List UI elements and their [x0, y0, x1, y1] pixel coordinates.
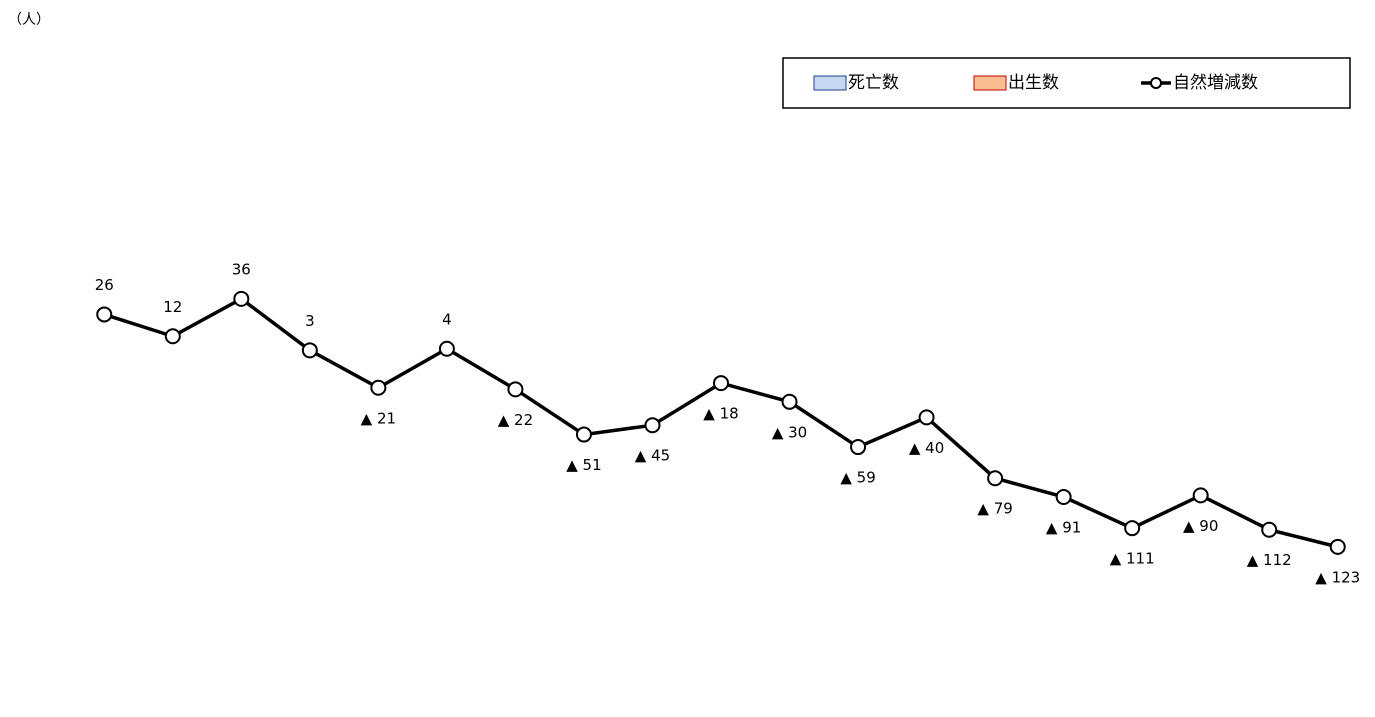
legend-swatch — [813, 75, 847, 91]
legend-label: 出生数 — [1008, 73, 1059, 93]
value-label: ▲ 21 — [361, 409, 396, 427]
value-label: 12 — [163, 298, 182, 316]
line-point — [233, 290, 250, 307]
value-label: 36 — [232, 260, 251, 278]
value-label: ▲ 112 — [1247, 551, 1292, 569]
line-point — [164, 328, 181, 345]
unit-label: （人） — [8, 12, 50, 28]
value-label: ▲ 91 — [1046, 518, 1081, 536]
legend-label: 自然増減数 — [1173, 73, 1258, 93]
line-point — [1192, 487, 1209, 504]
value-label: ▲ 45 — [635, 447, 670, 465]
value-label: ▲ 59 — [840, 469, 875, 487]
value-label: 4 — [442, 310, 452, 328]
line-point — [507, 381, 524, 398]
value-label: ▲ 111 — [1110, 550, 1155, 568]
value-label: ▲ 51 — [566, 456, 601, 474]
line-point — [918, 409, 935, 426]
value-label: 3 — [305, 312, 315, 330]
value-label: ▲ 90 — [1183, 517, 1218, 535]
value-label: ▲ 18 — [703, 405, 738, 423]
line-point — [1124, 520, 1141, 537]
line-point — [438, 340, 455, 357]
line-point — [781, 393, 798, 410]
legend: 死亡数 出生数 自然増減数 — [782, 57, 1351, 109]
value-label: ▲ 79 — [977, 500, 1012, 518]
value-label: ▲ 40 — [909, 439, 944, 457]
legend-label: 死亡数 — [848, 73, 899, 93]
line-point — [96, 306, 113, 323]
line-point — [1329, 538, 1346, 555]
line-series — [103, 296, 1339, 549]
line-point — [1055, 488, 1072, 505]
value-label: ▲ 22 — [498, 411, 533, 429]
value-label: ▲ 123 — [1315, 568, 1360, 586]
legend-box — [782, 57, 1351, 109]
line-point — [301, 342, 318, 359]
line-point — [575, 426, 592, 443]
line-point — [850, 439, 867, 456]
value-label: ▲ 30 — [772, 423, 807, 441]
legend-marker — [1150, 77, 1162, 89]
legend-swatch — [973, 75, 1007, 91]
value-label: 26 — [95, 276, 114, 294]
line-point — [370, 379, 387, 396]
line-point — [644, 417, 661, 434]
line-point — [713, 375, 729, 392]
line-point — [987, 470, 1004, 487]
line-point — [1261, 521, 1278, 538]
